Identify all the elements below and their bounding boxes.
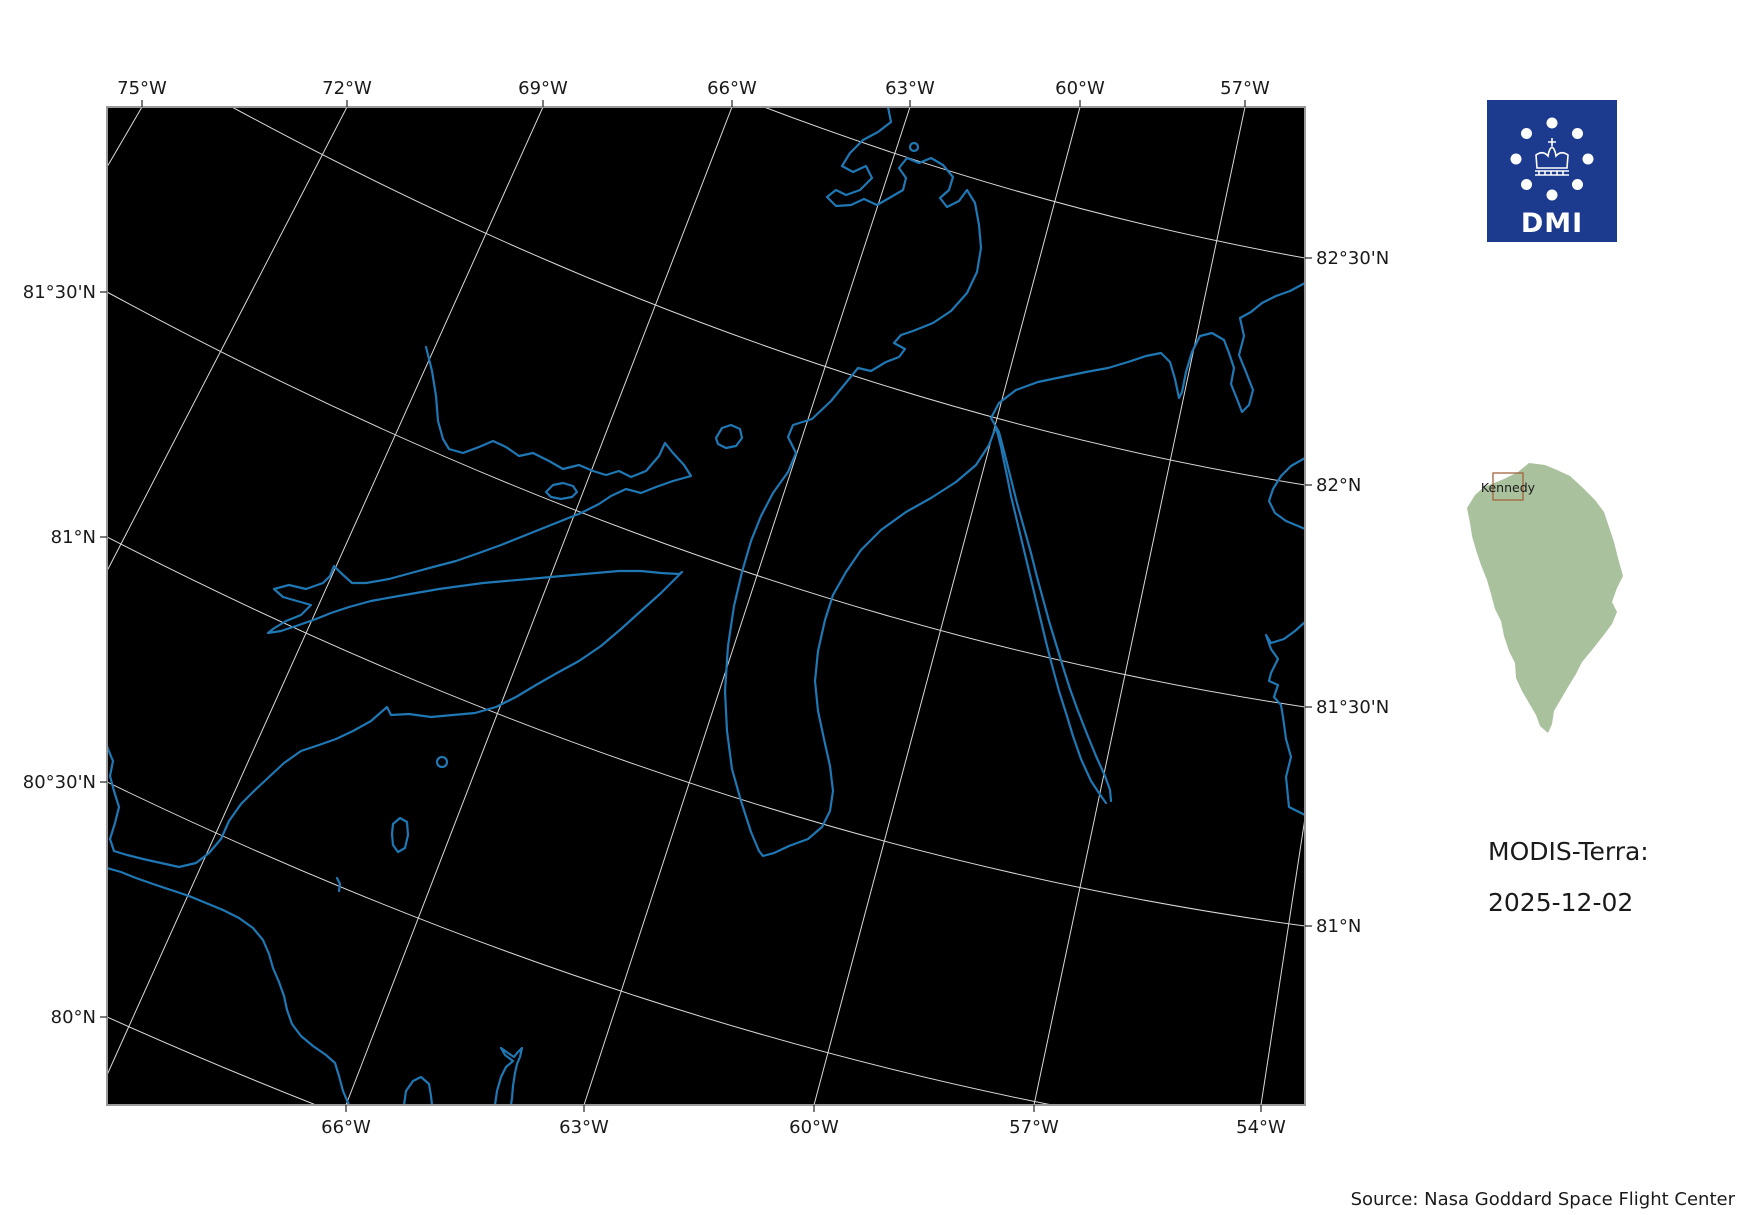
main-map: 75°W 72°W 69°W 66°W 63°W 60°W 57°W 66°W 63°W 60°W…	[23, 78, 1389, 1138]
tick-label: 54°W	[1236, 1117, 1286, 1138]
tick-label: 60°W	[789, 1117, 839, 1138]
graticule-line	[107, 107, 348, 572]
tick-label: 60°W	[1055, 78, 1105, 99]
coastline	[435, 755, 449, 769]
graticule-line	[107, 107, 143, 168]
crown-icon	[1535, 138, 1569, 176]
coastline	[107, 345, 693, 869]
tick-label: 66°W	[321, 1117, 371, 1138]
coastline	[493, 1046, 524, 1105]
tick-label: 82°30'N	[1316, 248, 1389, 269]
graticule-line	[763, 107, 1305, 259]
coastlines	[107, 107, 1305, 1105]
coastline	[714, 423, 744, 450]
coastline	[107, 866, 351, 1105]
graticule-line	[107, 291, 1305, 708]
tick-label: 66°W	[707, 78, 757, 99]
tick-label: 72°W	[322, 78, 372, 99]
tick-label: 69°W	[518, 78, 568, 99]
region-label: Kennedy	[1481, 480, 1536, 495]
coastline	[989, 281, 1305, 803]
graticule-line	[107, 536, 1305, 927]
dmi-logo-text: DMI	[1521, 208, 1583, 239]
region-box	[1492, 472, 1524, 501]
tick-label: 82°N	[1316, 475, 1361, 496]
graticule-line	[231, 107, 1305, 486]
graticule-line	[1260, 817, 1305, 1105]
coastline	[335, 876, 342, 893]
graticule-line	[107, 1016, 317, 1105]
coastline	[908, 141, 920, 153]
tick-label: 63°W	[559, 1117, 609, 1138]
tick-label: 57°W	[1220, 78, 1270, 99]
tick-label: 81°N	[51, 527, 96, 548]
source-attribution: Source: Nasa Goddard Space Flight Center	[1351, 1189, 1736, 1210]
tick-label: 63°W	[885, 78, 935, 99]
map-frame	[106, 106, 1306, 1106]
tick-label: 81°30'N	[1316, 697, 1389, 718]
tick-label: 81°30'N	[23, 282, 96, 303]
axis-ticks	[100, 100, 1312, 1112]
graticule-line	[813, 107, 1081, 1105]
product-title: MODIS-Terra:	[1488, 837, 1649, 866]
coastline	[544, 481, 579, 501]
coastline	[390, 816, 410, 854]
tick-label: 75°W	[117, 78, 167, 99]
greenland-inset: Kennedy	[1467, 463, 1623, 733]
map-background	[107, 107, 1305, 1105]
tick-label: 80°30'N	[23, 772, 96, 793]
logo-dots-icon	[1510, 117, 1594, 201]
coastline	[1264, 620, 1305, 817]
graticule-line	[107, 781, 1053, 1105]
graticule-line	[1033, 107, 1246, 1105]
tick-label: 81°N	[1316, 916, 1361, 937]
axis-tick-labels: 75°W 72°W 69°W 66°W 63°W 60°W 57°W 66°W 63°W 60°W…	[23, 78, 1389, 1138]
dmi-logo: DMI	[1487, 100, 1617, 242]
tick-label: 57°W	[1009, 1117, 1059, 1138]
graticule	[107, 107, 1305, 1105]
coastline	[402, 1075, 434, 1105]
graticule-line	[345, 107, 733, 1105]
graticule-line	[107, 107, 544, 1076]
coastline	[723, 107, 1108, 858]
product-date: 2025-12-02	[1488, 888, 1633, 917]
coastline	[1267, 456, 1305, 531]
graticule-line	[583, 107, 911, 1105]
tick-label: 80°N	[51, 1007, 96, 1028]
greenland-silhouette	[1467, 463, 1623, 733]
